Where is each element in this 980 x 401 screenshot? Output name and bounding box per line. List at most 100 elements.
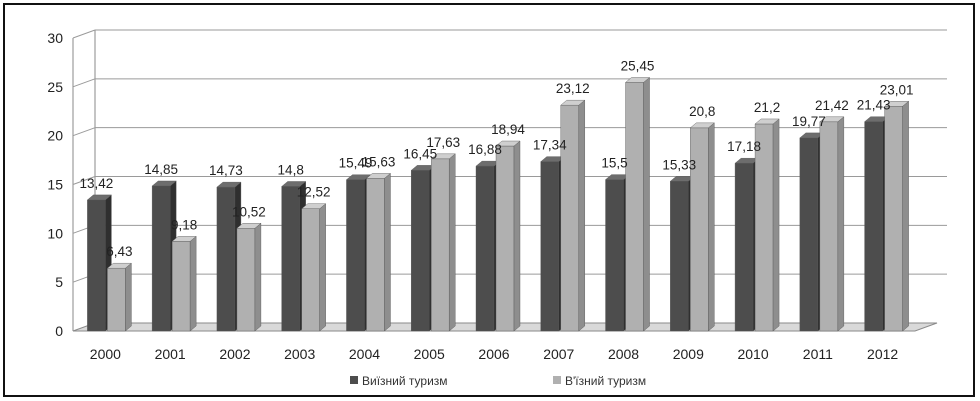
bar-outbound-2005-face bbox=[411, 170, 430, 332]
bar-inbound-2008 bbox=[624, 77, 651, 332]
bar-inbound-2012-face bbox=[902, 100, 909, 332]
bar-outbound-2004-face bbox=[345, 174, 372, 180]
bar-inbound-2000-face bbox=[125, 262, 132, 332]
bar-outbound-2001-face bbox=[151, 180, 177, 187]
x-tick-label: 2009 bbox=[673, 346, 704, 362]
bar-outbound-2007-face bbox=[540, 161, 559, 332]
y-tick-label: 0 bbox=[55, 323, 63, 339]
data-label-inbound: 18,94 bbox=[491, 122, 525, 137]
bar-outbound-2004-face bbox=[346, 179, 365, 332]
x-tick-label: 2011 bbox=[803, 346, 833, 362]
bar-inbound-2000-face bbox=[106, 263, 132, 269]
bar-outbound-2009-face bbox=[670, 181, 689, 332]
bar-inbound-2004 bbox=[365, 172, 392, 332]
x-tick-label: 2004 bbox=[349, 346, 380, 362]
bar-inbound-2011-face bbox=[837, 116, 845, 332]
data-label-inbound: 23,01 bbox=[880, 82, 914, 97]
bar-inbound-2002-face bbox=[236, 223, 262, 229]
bar-inbound-2012-face bbox=[884, 106, 903, 332]
bar-outbound-2001-face bbox=[151, 185, 171, 332]
data-label-outbound: 16,88 bbox=[468, 142, 502, 157]
bar-inbound-2008-face bbox=[625, 82, 644, 332]
bar-inbound-2000-face bbox=[107, 268, 126, 332]
gridline-side bbox=[72, 29, 96, 39]
bar-inbound-2001-face bbox=[171, 236, 197, 242]
y-tick-label: 5 bbox=[55, 274, 63, 290]
bar-outbound-2002-face bbox=[216, 181, 242, 188]
bar-inbound-2011 bbox=[819, 116, 845, 332]
bar-inbound-2010-face bbox=[754, 118, 780, 125]
bar-inbound-2001 bbox=[171, 235, 197, 332]
bar-chart: 0 5 10 15 20 25 30 13,42 6,43 2000 14,85 9,18 2001 14… bbox=[47, 29, 947, 388]
data-label-inbound: 15,63 bbox=[362, 154, 396, 169]
data-label-inbound: 21,2 bbox=[754, 100, 780, 115]
bar-inbound-2005-face bbox=[430, 153, 456, 160]
bar-inbound-2012 bbox=[884, 100, 910, 332]
gridline-side bbox=[72, 176, 96, 185]
data-label-inbound: 21,42 bbox=[815, 98, 849, 113]
bar-inbound-2007 bbox=[560, 99, 586, 332]
bar-inbound-2001-face bbox=[171, 241, 191, 332]
bar-inbound-2006-face bbox=[513, 140, 521, 332]
data-label-outbound: 15,49 bbox=[339, 156, 373, 171]
bar-inbound-2002 bbox=[236, 222, 262, 332]
bar-inbound-2010 bbox=[754, 118, 780, 332]
x-tick-label: 2000 bbox=[90, 346, 121, 362]
bar-inbound-2004-face bbox=[365, 173, 392, 179]
bar-inbound-2007-face bbox=[560, 99, 586, 106]
bar-outbound-2008-face bbox=[605, 179, 624, 332]
data-label-inbound: 17,63 bbox=[426, 135, 460, 150]
legend-item-inbound-swatch bbox=[553, 376, 561, 384]
bar-inbound-2002-face bbox=[254, 222, 262, 332]
y-tick-label: 20 bbox=[47, 128, 63, 144]
data-label-inbound: 9,18 bbox=[171, 217, 197, 232]
data-label-outbound: 14,8 bbox=[278, 162, 304, 177]
bar-inbound-2006-face bbox=[495, 145, 515, 332]
bar-inbound-2009-face bbox=[708, 122, 715, 332]
bar-outbound-2003-face bbox=[281, 181, 307, 187]
gridline-side bbox=[72, 127, 96, 137]
y-tick-label: 15 bbox=[47, 177, 63, 193]
data-label-outbound: 16,45 bbox=[403, 146, 437, 161]
gridline-side bbox=[72, 78, 96, 88]
legend-item-inbound-label: В'їзний туризм bbox=[565, 374, 646, 388]
bar-inbound-2004-face bbox=[384, 172, 391, 332]
y-tick-label: 25 bbox=[47, 79, 63, 95]
bar-inbound-2003 bbox=[301, 203, 327, 332]
bar-inbound-2007-face bbox=[578, 99, 585, 332]
data-label-inbound: 23,12 bbox=[556, 81, 590, 96]
data-label-outbound: 15,33 bbox=[662, 157, 696, 172]
bar-inbound-2009-face bbox=[689, 122, 715, 129]
bar-inbound-2005-face bbox=[449, 153, 456, 332]
chart-frame: 0 5 10 15 20 25 30 13,42 6,43 2000 14,85 9,18 2001 14… bbox=[3, 3, 975, 397]
bar-inbound-2003-face bbox=[301, 208, 320, 332]
bar-inbound-2002-face bbox=[236, 228, 256, 332]
data-label-outbound: 13,42 bbox=[79, 176, 113, 191]
x-tick-label: 2005 bbox=[414, 346, 445, 362]
x-tick-label: 2001 bbox=[155, 346, 186, 362]
data-label-inbound: 10,52 bbox=[232, 204, 266, 219]
data-label-inbound: 6,43 bbox=[106, 244, 132, 259]
data-label-outbound: 21,43 bbox=[857, 98, 891, 113]
x-tick-label: 2003 bbox=[284, 346, 315, 362]
x-tick-label: 2012 bbox=[867, 346, 898, 362]
bar-outbound-2006-face bbox=[475, 165, 495, 332]
y-tick-label: 10 bbox=[47, 225, 63, 241]
bar-outbound-2010-face bbox=[734, 163, 754, 332]
data-label-inbound: 25,45 bbox=[621, 58, 655, 73]
data-label-outbound: 14,85 bbox=[144, 162, 178, 177]
x-tick-label: 2010 bbox=[737, 346, 768, 362]
x-tick-label: 2007 bbox=[543, 346, 574, 362]
data-label-outbound: 19,77 bbox=[792, 114, 826, 129]
bar-inbound-2010-face bbox=[772, 118, 780, 332]
bar-outbound-2011-face bbox=[799, 137, 819, 332]
data-label-inbound: 20,8 bbox=[689, 104, 715, 119]
x-tick-label: 2008 bbox=[608, 346, 639, 362]
data-label-outbound: 14,73 bbox=[209, 163, 243, 178]
x-tick-label: 2002 bbox=[219, 346, 250, 362]
bar-inbound-2008-face bbox=[624, 77, 651, 83]
bar-inbound-2000 bbox=[106, 262, 132, 332]
bar-outbound-2000-face bbox=[86, 194, 112, 201]
bar-outbound-2003-face bbox=[281, 186, 300, 332]
bar-outbound-2000 bbox=[86, 194, 112, 332]
